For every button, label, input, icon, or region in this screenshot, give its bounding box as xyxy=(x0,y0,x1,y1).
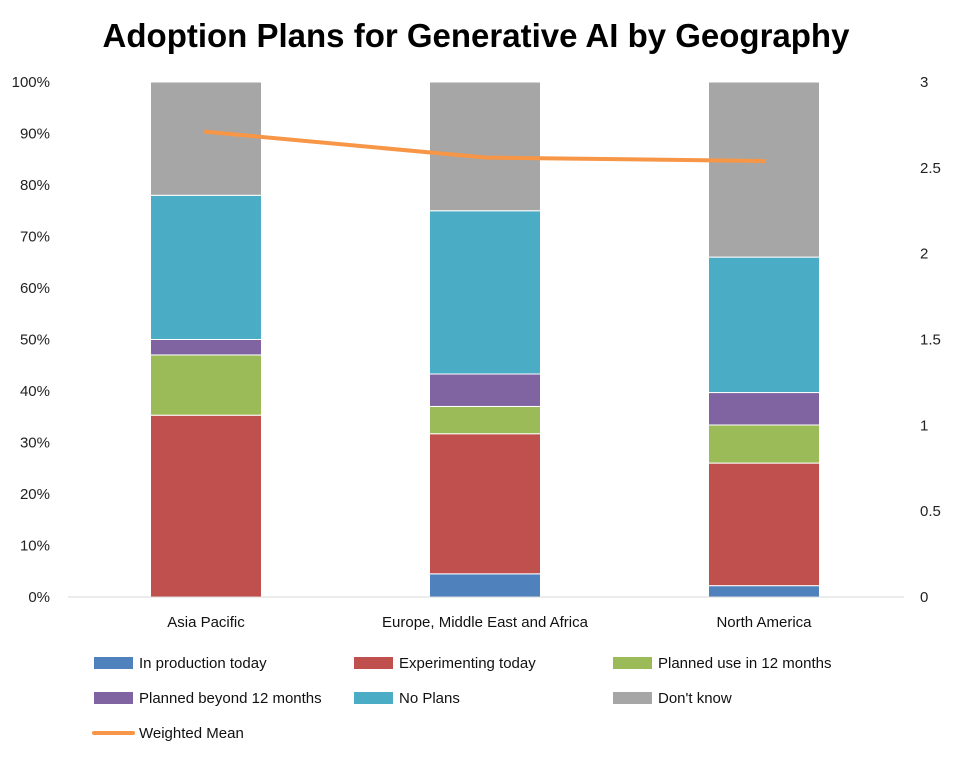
category-labels: Asia Pacific Europe, Middle East and Afri… xyxy=(167,614,812,631)
bar-segment-experimenting-today-europe-middle-east-and-africa xyxy=(429,433,541,575)
left-tick-label: 10% xyxy=(20,538,50,555)
weighted-mean-layer xyxy=(204,129,766,163)
bar-segment-experimenting-today-asia-pacific xyxy=(150,414,262,598)
legend-label-planned-use-in-12-months: Planned use in 12 months xyxy=(658,655,831,672)
legend-label-planned-beyond-12-months: Planned beyond 12 months xyxy=(139,690,322,707)
legend-swatch-don-t-know xyxy=(613,692,652,704)
legend-swatch-planned-beyond-12-months xyxy=(94,692,133,704)
bar-segment-no-plans-asia-pacific xyxy=(150,194,262,340)
weighted-mean-point xyxy=(204,129,208,134)
left-y-axis: 0% 10% 20% 30% 40% 50% 60% 70% 80% 90% 100% xyxy=(12,74,50,606)
bar-segment-planned-beyond-12-months-asia-pacific xyxy=(150,339,262,356)
bar-segment-in-production-today-europe-middle-east-and-africa xyxy=(429,573,541,598)
right-tick-label: 2.5 xyxy=(920,160,941,177)
left-tick-label: 30% xyxy=(20,435,50,452)
left-tick-label: 100% xyxy=(12,74,50,91)
bar-segment-planned-beyond-12-months-north-america xyxy=(708,392,820,426)
weighted-mean-point xyxy=(483,155,487,160)
category-label-asia-pacific: Asia Pacific xyxy=(167,614,245,631)
legend-label-don-t-know: Don't know xyxy=(658,690,732,707)
right-tick-label: 3 xyxy=(920,74,928,91)
left-tick-label: 0% xyxy=(28,589,50,606)
legend-swatch-experimenting-today xyxy=(354,657,393,669)
legend-label-experimenting-today: Experimenting today xyxy=(399,655,536,672)
bar-segment-planned-use-in-12-months-asia-pacific xyxy=(150,354,262,416)
left-tick-label: 70% xyxy=(20,229,50,246)
legend: In production today Experimenting today Pl… xyxy=(92,655,831,742)
bar-segment-no-plans-europe-middle-east-and-africa xyxy=(429,210,541,375)
left-tick-label: 60% xyxy=(20,280,50,297)
right-tick-label: 0 xyxy=(920,589,928,606)
category-label-europe-middle-east-and-africa: Europe, Middle East and Africa xyxy=(382,614,589,631)
legend-swatch-planned-use-in-12-months xyxy=(613,657,652,669)
bar-segment-don-t-know-europe-middle-east-and-africa xyxy=(429,81,541,212)
bar-segment-planned-beyond-12-months-europe-middle-east-and-africa xyxy=(429,373,541,407)
bar-segment-in-production-today-north-america xyxy=(708,585,820,598)
right-tick-label: 0.5 xyxy=(920,503,941,520)
left-tick-label: 50% xyxy=(20,332,50,349)
chart-title: Adoption Plans for Generative AI by Geog… xyxy=(103,17,851,54)
bars-layer xyxy=(150,81,820,598)
legend-label-no-plans: No Plans xyxy=(399,690,460,707)
right-tick-label: 1.5 xyxy=(920,332,941,349)
category-label-north-america: North America xyxy=(716,614,812,631)
bar-segment-planned-use-in-12-months-north-america xyxy=(708,424,820,464)
legend-label-weighted-mean: Weighted Mean xyxy=(139,725,244,742)
left-tick-label: 20% xyxy=(20,486,50,503)
right-tick-label: 1 xyxy=(920,417,928,434)
left-tick-label: 40% xyxy=(20,383,50,400)
bar-segment-no-plans-north-america xyxy=(708,256,820,394)
bar-segment-planned-use-in-12-months-europe-middle-east-and-africa xyxy=(429,405,541,435)
weighted-mean-point xyxy=(762,158,766,163)
bar-segment-don-t-know-north-america xyxy=(708,81,820,258)
right-tick-label: 2 xyxy=(920,246,928,263)
bar-segment-don-t-know-asia-pacific xyxy=(150,81,262,196)
legend-label-in-production-today: In production today xyxy=(139,655,267,672)
bar-segment-experimenting-today-north-america xyxy=(708,462,820,587)
left-tick-label: 80% xyxy=(20,177,50,194)
legend-swatch-in-production-today xyxy=(94,657,133,669)
right-y-axis: 0 0.5 1 1.5 2 2.5 3 xyxy=(920,74,941,606)
legend-swatch-no-plans xyxy=(354,692,393,704)
left-tick-label: 90% xyxy=(20,126,50,143)
